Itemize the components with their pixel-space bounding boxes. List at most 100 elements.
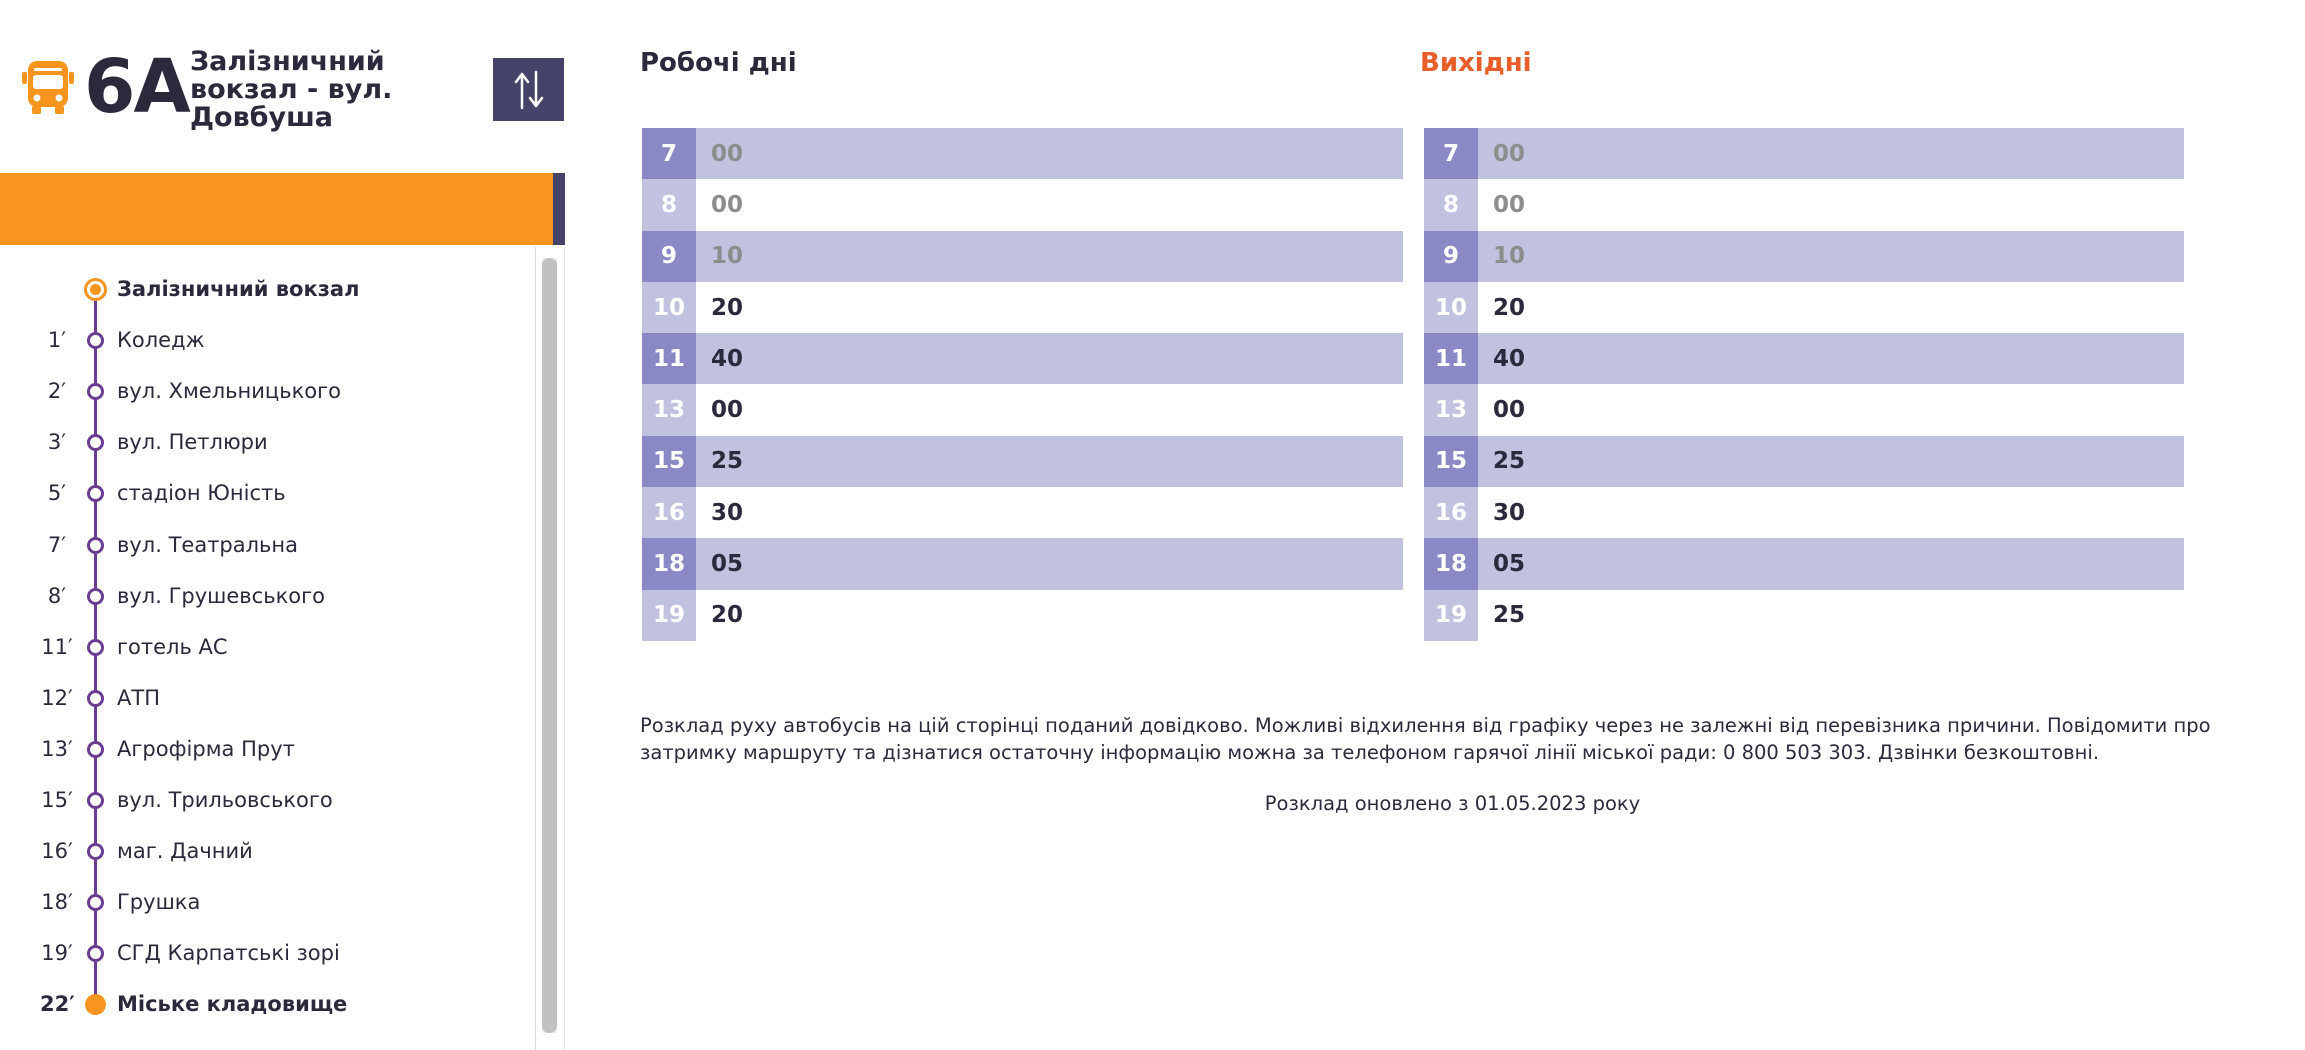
stop-item[interactable]: 16′ маг. Дачний — [0, 834, 530, 868]
timetable-minutes: 20 — [711, 602, 744, 629]
end-stop-marker-icon — [85, 994, 106, 1016]
timetable-row: 9 10 — [642, 230, 1403, 282]
stop-name: вул. Петлюри — [117, 430, 268, 455]
stop-name: вул. Трильовського — [117, 788, 333, 812]
timetable-row: 8 00 — [642, 179, 1403, 231]
stop-marker-icon — [87, 638, 104, 656]
stop-travel-time: 18′ — [41, 890, 73, 915]
timetable-hour: 19 — [1424, 589, 1478, 641]
stop-name: вул. Хмельницького — [117, 379, 341, 404]
weekday-title: Робочі дні — [640, 48, 797, 78]
timetable-hour: 16 — [1424, 487, 1478, 539]
stop-travel-time: 11′ — [41, 634, 73, 659]
stop-name: готель АС — [117, 634, 228, 659]
stop-item[interactable]: 1′ Коледж — [0, 323, 530, 357]
timetable-minutes: 00 — [1493, 397, 1526, 424]
timetable-minutes: 00 — [1493, 140, 1526, 167]
stop-item[interactable]: 5′ стадіон Юність — [0, 476, 530, 510]
panel-divider — [564, 247, 565, 1050]
stop-travel-time: 7′ — [47, 532, 67, 557]
stop-name: вул. Театральна — [117, 532, 299, 557]
timetable-row: 13 00 — [642, 384, 1403, 436]
stop-marker-icon — [87, 587, 104, 605]
stop-item[interactable]: 2′ вул. Хмельницького — [0, 374, 530, 408]
stop-travel-time: 13′ — [41, 736, 73, 761]
timetable-minutes: 10 — [1493, 243, 1526, 270]
timetable-hour: 7 — [642, 128, 696, 180]
timetable-row: 7 00 — [642, 128, 1403, 180]
stop-item[interactable]: Залізничний вокзал — [0, 272, 530, 306]
timetable-row: 10 20 — [642, 281, 1403, 334]
timetable-hour: 7 — [1424, 128, 1478, 180]
timetable-minutes: 00 — [711, 397, 744, 424]
timetable-minutes: 25 — [1493, 602, 1526, 629]
timetable-minutes: 05 — [711, 551, 744, 578]
timetable-minutes: 40 — [1493, 345, 1526, 372]
route-color-bar-end — [553, 173, 565, 245]
timetable-minutes: 30 — [1493, 499, 1526, 526]
timetable-hour: 10 — [642, 281, 696, 334]
swap-direction-button[interactable] — [493, 58, 564, 121]
timetable-hour: 10 — [1424, 281, 1478, 334]
stop-name: Залізничний вокзал — [117, 277, 360, 301]
timetable-hour: 18 — [642, 538, 696, 590]
swap-direction-icon — [514, 70, 543, 109]
timetable-minutes: 20 — [1493, 294, 1526, 321]
stop-travel-time: 12′ — [41, 685, 73, 710]
stop-item[interactable]: 8′ вул. Грушевського — [0, 579, 530, 613]
timetable-hour: 13 — [1424, 384, 1478, 436]
stop-travel-time: 15′ — [41, 788, 73, 812]
schedule-updated: Розклад оновлено з 01.05.2023 року — [1264, 792, 1641, 815]
timetable-minutes: 40 — [711, 345, 744, 372]
stop-travel-time: 5′ — [47, 481, 67, 506]
stop-name: СГД Карпатські зорі — [117, 941, 340, 966]
schedule-notice: Розклад руху автобусів на цій сторінці п… — [640, 714, 2211, 764]
timetable-row: 16 30 — [642, 487, 1403, 539]
stop-item[interactable]: 19′ СГД Карпатські зорі — [0, 936, 530, 970]
timetable-row: 7 00 — [1424, 128, 2184, 180]
stop-name: Коледж — [117, 328, 205, 353]
timetable-hour: 11 — [1424, 333, 1478, 385]
stop-name: вул. Грушевського — [117, 583, 325, 608]
stop-name: Міське кладовище — [117, 992, 348, 1017]
timetable-hour: 8 — [1424, 179, 1478, 231]
stop-name: маг. Дачний — [117, 839, 253, 864]
timetable-minutes: 00 — [711, 140, 744, 167]
timetable-hour: 8 — [642, 179, 696, 231]
timetable-minutes: 10 — [711, 243, 744, 270]
stop-item[interactable]: 7′ вул. Театральна — [0, 528, 530, 562]
timetable-row: 18 05 — [1424, 538, 2184, 590]
stop-name: Грушка — [117, 890, 201, 915]
timetable-minutes: 25 — [711, 448, 744, 475]
scrollbar-thumb[interactable] — [542, 258, 557, 1033]
stop-marker-icon — [87, 792, 104, 809]
stop-marker-icon — [87, 485, 104, 503]
stop-travel-time: 1′ — [47, 328, 67, 353]
stop-item[interactable]: 22′ Міське кладовище — [0, 987, 530, 1021]
stop-travel-time: 8′ — [47, 583, 67, 608]
timetable-row: 15 25 — [642, 435, 1403, 488]
timetable-minutes: 20 — [711, 294, 744, 321]
stop-item[interactable]: 18′ Грушка — [0, 885, 530, 919]
stop-item[interactable]: 11′ готель АС — [0, 630, 530, 664]
timetable-row: 15 25 — [1424, 435, 2184, 488]
timetable-row: 18 05 — [642, 538, 1403, 590]
stop-marker-icon — [87, 383, 104, 401]
timetable-hour: 16 — [642, 487, 696, 539]
timetable-hour: 19 — [642, 589, 696, 641]
weekend-title: Вихідні — [1420, 48, 1532, 78]
stop-marker-icon — [87, 894, 104, 912]
stop-marker-icon — [87, 689, 104, 707]
stops-divider — [535, 247, 536, 1050]
timetable-minutes: 00 — [711, 191, 744, 218]
route-header: 6А Залізничний вокзал - вул. Довбуша — [0, 0, 565, 172]
timetable-row: 9 10 — [1424, 230, 2184, 282]
stop-item[interactable]: 12′ АТП — [0, 681, 530, 715]
timetable-hour: 11 — [642, 333, 696, 385]
stop-item[interactable]: 15′ вул. Трильовського — [0, 783, 530, 817]
timetable-hour: 13 — [642, 384, 696, 436]
stop-travel-time: 19′ — [41, 941, 73, 966]
stop-item[interactable]: 3′ вул. Петлюри — [0, 425, 530, 459]
stop-item[interactable]: 13′ Агрофірма Прут — [0, 732, 530, 766]
stop-marker-icon — [87, 843, 104, 861]
